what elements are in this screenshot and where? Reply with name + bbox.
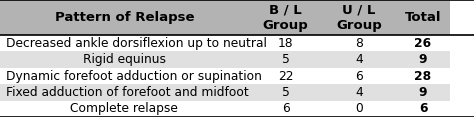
Bar: [322, 84, 396, 101]
Text: Complete relapse: Complete relapse: [71, 102, 178, 115]
Text: 6: 6: [355, 69, 363, 83]
Bar: [0, 51, 249, 68]
Bar: [396, 51, 450, 68]
Bar: [249, 0, 322, 35]
Bar: [396, 35, 450, 51]
Text: 5: 5: [282, 53, 290, 66]
Text: B / L
Group: B / L Group: [263, 4, 309, 32]
Bar: [249, 101, 322, 117]
Text: 6: 6: [419, 102, 427, 115]
Bar: [249, 84, 322, 101]
Bar: [396, 68, 450, 84]
Bar: [322, 35, 396, 51]
Bar: [396, 84, 450, 101]
Text: 6: 6: [282, 102, 290, 115]
Text: Decreased ankle dorsiflexion up to neutral: Decreased ankle dorsiflexion up to neutr…: [6, 37, 266, 50]
Text: 28: 28: [414, 69, 432, 83]
Bar: [322, 0, 396, 35]
Bar: [322, 51, 396, 68]
Bar: [322, 101, 396, 117]
Text: 18: 18: [278, 37, 293, 50]
Text: 9: 9: [419, 86, 427, 99]
Bar: [396, 101, 450, 117]
Bar: [0, 84, 249, 101]
Text: Dynamic forefoot adduction or supination: Dynamic forefoot adduction or supination: [6, 69, 262, 83]
Text: 9: 9: [419, 53, 427, 66]
Text: Fixed adduction of forefoot and midfoot: Fixed adduction of forefoot and midfoot: [6, 86, 248, 99]
Bar: [249, 51, 322, 68]
Text: U / L
Group: U / L Group: [336, 4, 382, 32]
Text: 8: 8: [355, 37, 363, 50]
Text: 22: 22: [278, 69, 293, 83]
Text: Rigid equinus: Rigid equinus: [83, 53, 166, 66]
Bar: [0, 101, 249, 117]
Bar: [396, 0, 450, 35]
Bar: [0, 35, 249, 51]
Text: Total: Total: [405, 11, 441, 24]
Bar: [249, 35, 322, 51]
Bar: [0, 0, 249, 35]
Text: 26: 26: [414, 37, 432, 50]
Text: 5: 5: [282, 86, 290, 99]
Bar: [0, 68, 249, 84]
Text: Pattern of Relapse: Pattern of Relapse: [55, 11, 194, 24]
Text: 4: 4: [355, 86, 363, 99]
Bar: [322, 68, 396, 84]
Text: 4: 4: [355, 53, 363, 66]
Text: 0: 0: [355, 102, 363, 115]
Bar: [249, 68, 322, 84]
